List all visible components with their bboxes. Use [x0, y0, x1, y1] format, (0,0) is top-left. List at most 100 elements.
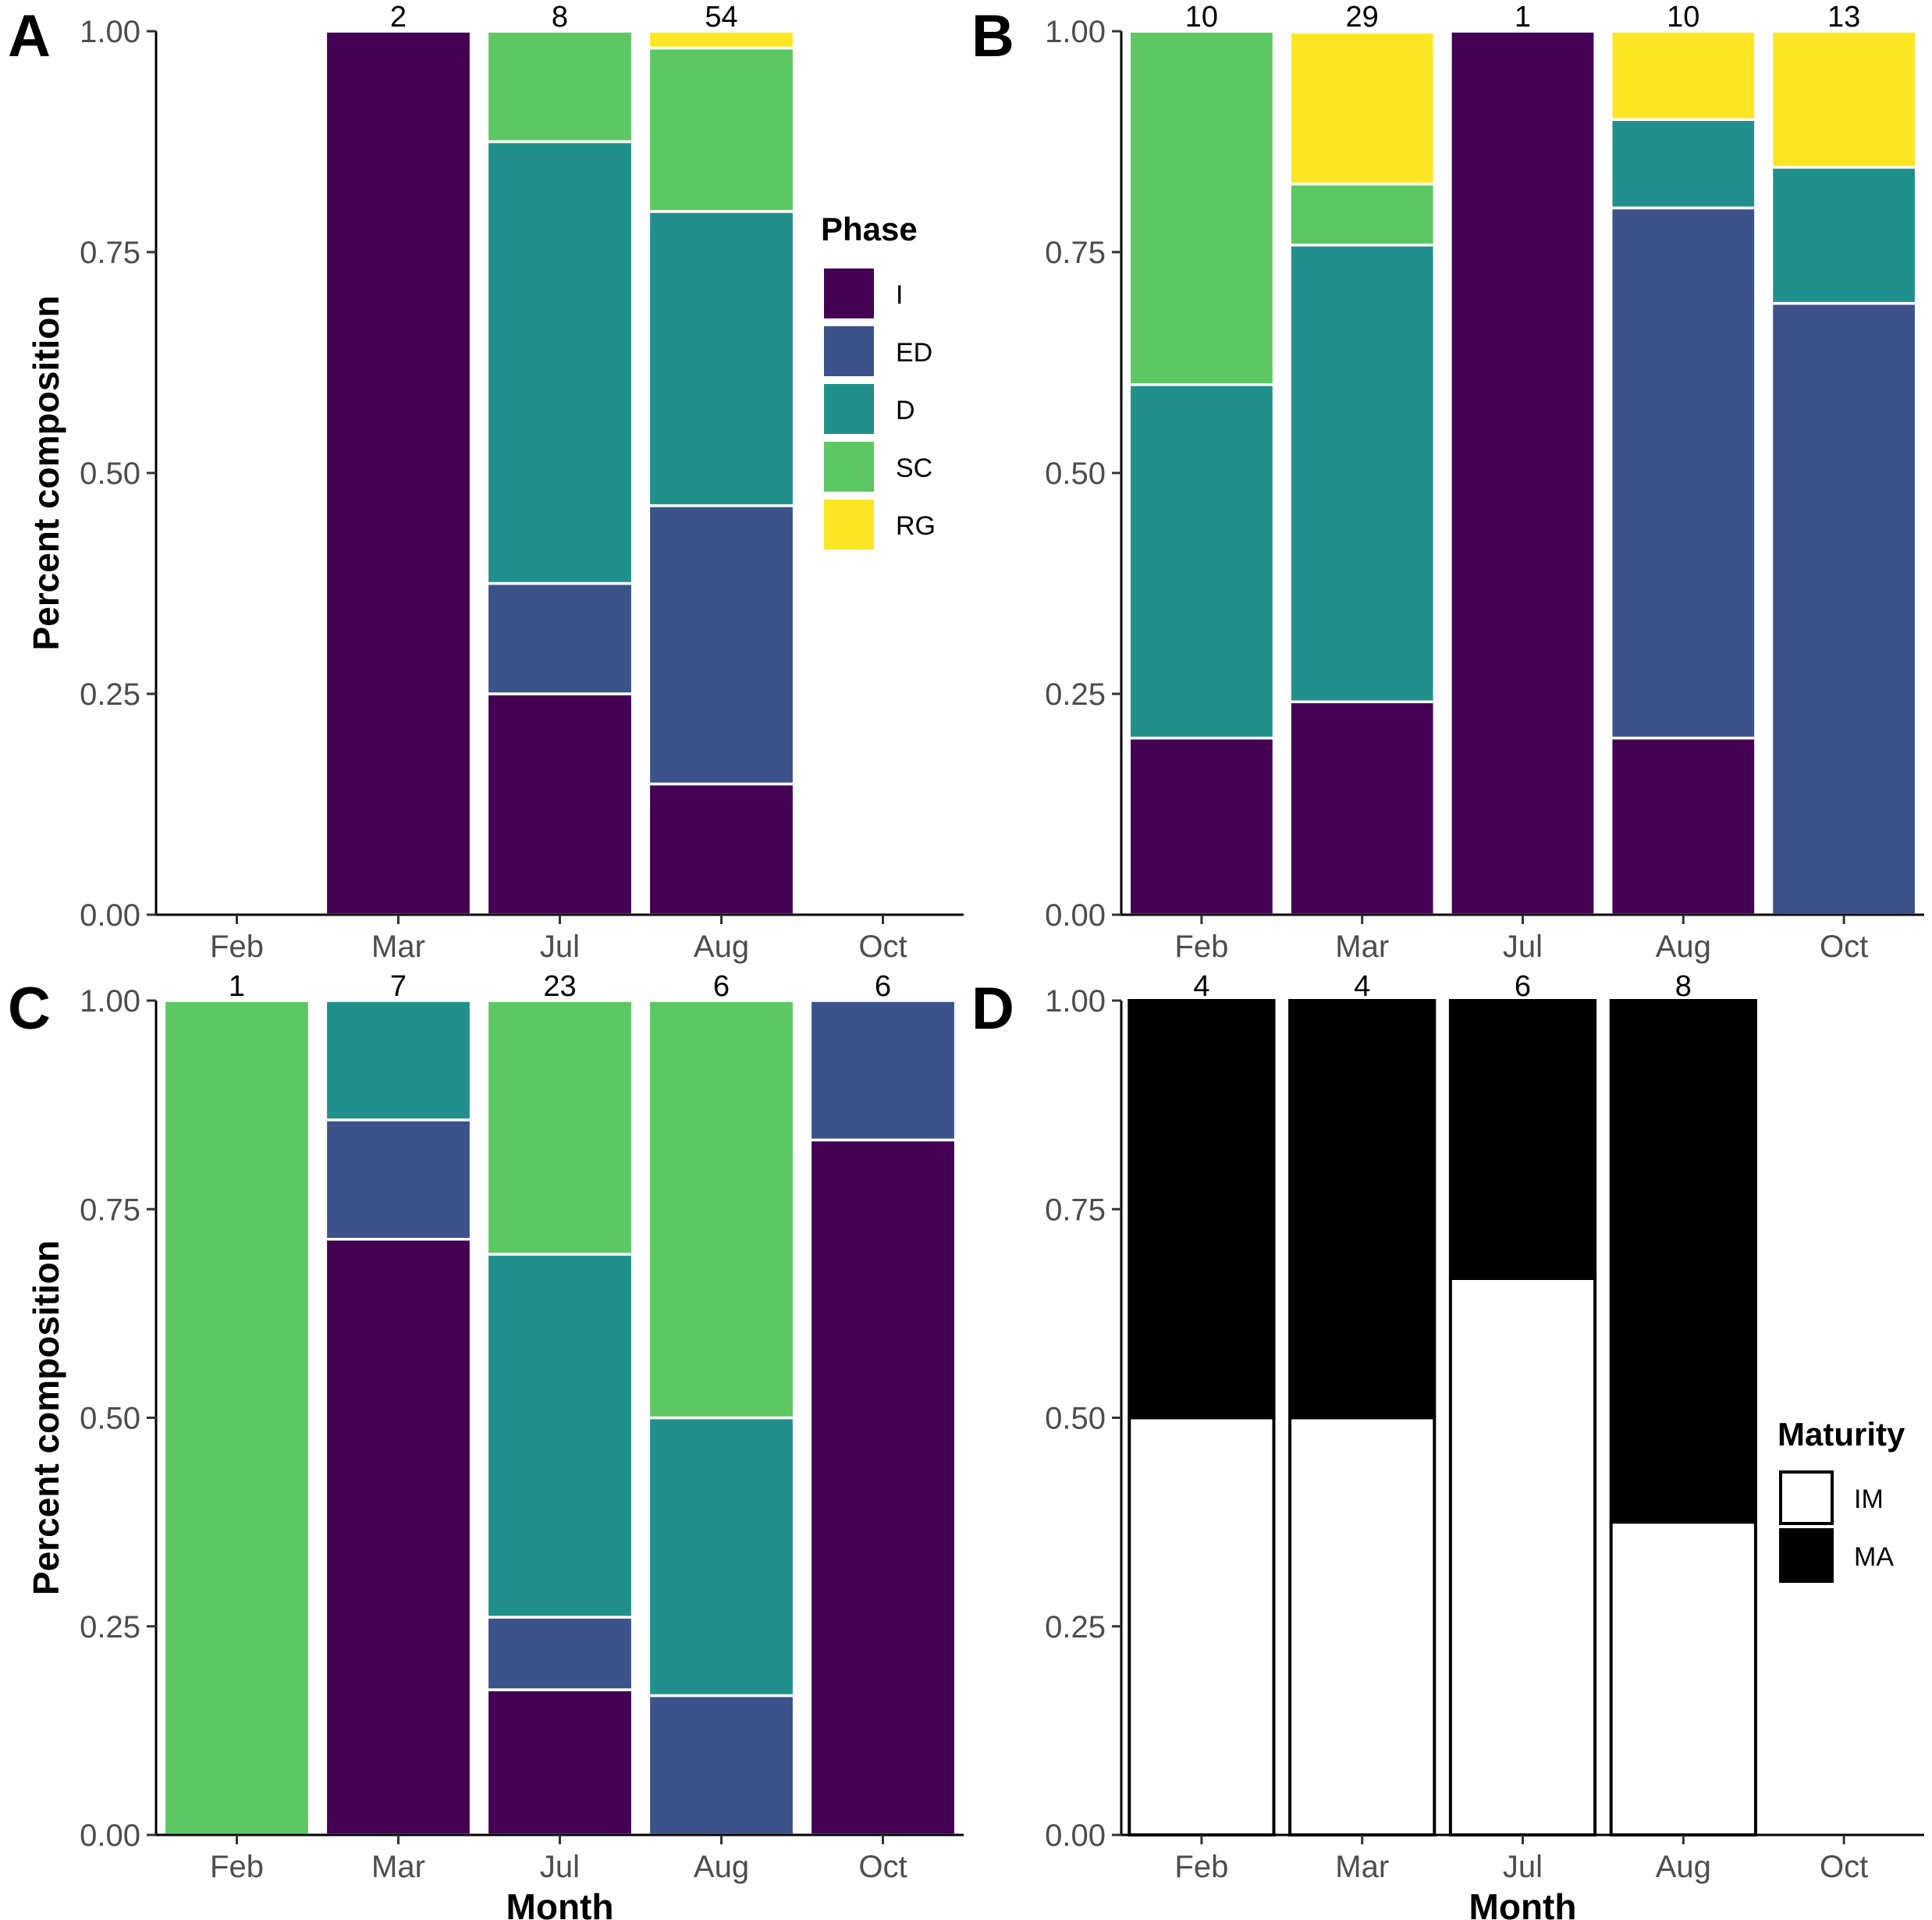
bar-d-mar-ma [1288, 999, 1437, 1420]
y-tick-label-b-2: 0.50 [1045, 457, 1106, 491]
bar-b-mar-i [1288, 700, 1437, 916]
bar-a-aug-sc [647, 46, 796, 213]
y-tick-label-c-0: 0.00 [80, 1819, 140, 1853]
count-label-c-aug: 6 [713, 970, 730, 1003]
y-tick-label-b-4: 1.00 [1045, 15, 1106, 49]
legend-key-im [1779, 1470, 1834, 1525]
legend-title-maturity: Maturity [1778, 1416, 1905, 1452]
x-tick-label-d-feb: Feb [1174, 1850, 1228, 1884]
panel-letter-a: A [8, 3, 51, 69]
bar-a-aug-d [647, 210, 796, 507]
x-tick-label-c-oct: Oct [858, 1850, 907, 1884]
bar-c-jul-i [485, 1688, 634, 1836]
y-tick-label-b-1: 0.25 [1045, 677, 1106, 712]
count-label-c-feb: 1 [229, 970, 245, 1003]
bar-c-aug-ed [647, 1694, 796, 1836]
y-tick-label-a-4: 1.00 [80, 15, 140, 49]
x-tick-label-a-jul: Jul [540, 930, 580, 964]
panel-letter-b: B [971, 3, 1014, 69]
bar-a-jul-sc [485, 30, 634, 144]
bar-b-mar-d [1288, 244, 1437, 703]
y-axis-title-c: Percent composition [26, 1240, 66, 1595]
x-tick-label-d-jul: Jul [1503, 1850, 1543, 1884]
bar-c-oct-ed [808, 999, 957, 1142]
bars-c [162, 999, 957, 1836]
x-tick-label-b-aug: Aug [1656, 930, 1711, 964]
x-tick-label-b-mar: Mar [1335, 930, 1389, 964]
bar-c-mar-d [324, 999, 473, 1122]
legend-label-ed: ED [896, 338, 932, 368]
count-label-b-jul: 1 [1515, 1, 1531, 34]
bar-a-aug-ed [647, 504, 796, 786]
bar-c-oct-i [808, 1138, 957, 1836]
count-label-b-oct: 13 [1827, 1, 1860, 34]
bar-b-mar-sc [1288, 183, 1437, 247]
y-tick-label-a-1: 0.25 [80, 677, 140, 712]
bar-b-feb-d [1128, 383, 1276, 740]
legend-label-im: IM [1854, 1484, 1884, 1514]
y-tick-label-b-3: 0.75 [1045, 236, 1106, 270]
y-tick-label-a-2: 0.50 [80, 457, 140, 491]
bar-c-aug-sc [647, 999, 796, 1420]
y-tick-label-d-1: 0.25 [1045, 1610, 1106, 1644]
bar-d-feb-ma [1128, 999, 1276, 1420]
bar-b-aug-rg [1609, 30, 1757, 121]
x-tick-label-a-oct: Oct [858, 930, 907, 964]
panel-letter-d: D [971, 976, 1014, 1042]
legend-label-sc: SC [896, 453, 932, 483]
y-tick-label-b-0: 0.00 [1045, 898, 1106, 933]
count-label-b-mar: 29 [1346, 1, 1379, 34]
panel-letter-c: C [8, 976, 51, 1042]
x-tick-label-c-feb: Feb [210, 1850, 264, 1884]
bar-c-aug-d [647, 1416, 796, 1698]
x-axis-title-d: Month [1469, 1886, 1577, 1920]
legend-key-ma [1779, 1528, 1834, 1583]
count-label-c-mar: 7 [390, 970, 407, 1003]
legend-key-d [824, 384, 874, 434]
y-tick-label-c-2: 0.50 [80, 1402, 140, 1436]
count-label-a-aug: 54 [705, 1, 737, 34]
x-tick-label-a-mar: Mar [371, 930, 425, 964]
bar-a-jul-ed [485, 581, 634, 695]
legend-maturity: Maturity IM MA [1778, 1416, 1905, 1583]
legend-key-i [824, 268, 874, 318]
bar-b-aug-i [1609, 736, 1757, 916]
bar-d-jul-im [1448, 1276, 1597, 1837]
y-tick-label-a-3: 0.75 [80, 236, 140, 270]
bar-b-mar-rg [1288, 30, 1437, 186]
x-tick-label-c-aug: Aug [694, 1850, 749, 1884]
y-tick-label-d-4: 1.00 [1045, 984, 1106, 1019]
bars-a [324, 30, 796, 916]
bar-a-jul-d [485, 140, 634, 585]
bar-d-aug-ma [1609, 999, 1757, 1524]
bar-a-aug-i [647, 782, 796, 916]
x-tick-label-b-jul: Jul [1503, 930, 1543, 964]
x-axis-title-c: Month [506, 1886, 614, 1920]
legend-title-phase: Phase [821, 211, 918, 247]
bar-c-mar-i [324, 1237, 473, 1836]
bar-d-jul-ma [1448, 999, 1597, 1280]
bar-c-feb-sc [162, 999, 311, 1836]
bars-d [1128, 999, 1757, 1837]
count-label-d-mar: 4 [1354, 970, 1370, 1003]
count-label-a-jul: 8 [552, 1, 568, 34]
bar-b-oct-ed [1770, 301, 1918, 916]
legend-key-sc [824, 442, 874, 492]
y-tick-label-d-0: 0.00 [1045, 1819, 1106, 1853]
count-label-d-aug: 8 [1675, 970, 1692, 1003]
bar-c-mar-ed [324, 1118, 473, 1241]
count-label-d-feb: 4 [1193, 970, 1209, 1003]
x-tick-label-c-mar: Mar [371, 1850, 425, 1884]
bar-c-jul-d [485, 1253, 634, 1619]
x-tick-label-d-oct: Oct [1820, 1850, 1868, 1884]
legend-label-rg: RG [896, 511, 936, 541]
y-tick-label-d-3: 0.75 [1045, 1193, 1106, 1227]
bar-a-mar-i [324, 30, 473, 916]
bar-b-feb-i [1128, 736, 1276, 916]
x-tick-label-a-feb: Feb [210, 930, 264, 964]
x-tick-label-d-mar: Mar [1335, 1850, 1389, 1884]
bar-d-feb-im [1128, 1416, 1276, 1836]
legend-label-ma: MA [1854, 1542, 1894, 1572]
count-label-b-feb: 10 [1185, 1, 1218, 34]
bars-b [1128, 30, 1918, 916]
